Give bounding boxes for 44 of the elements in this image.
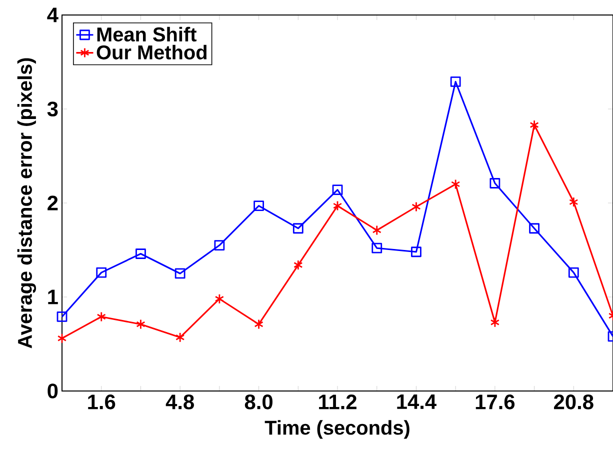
point <box>490 178 500 188</box>
point <box>136 319 146 330</box>
y-tick-label: 4 <box>47 8 58 22</box>
point <box>332 184 343 196</box>
y-tick-label: 3 <box>47 102 58 116</box>
x-axis-title: Time (seconds) <box>264 420 410 439</box>
y-tick-label: 1 <box>48 290 58 304</box>
point <box>372 242 382 254</box>
x-tick-label: 14.4 <box>397 394 436 409</box>
point <box>412 202 421 212</box>
point <box>372 225 382 236</box>
y-tick-label: 0 <box>48 384 58 398</box>
y-axis-title: Average distance error (pixels) <box>17 58 36 348</box>
point <box>254 319 264 330</box>
point <box>292 223 304 234</box>
x-tick-label: 11.2 <box>319 394 356 410</box>
point <box>175 332 185 343</box>
legend-label: Our Method <box>96 44 206 60</box>
point <box>568 267 579 278</box>
point <box>214 240 225 250</box>
point <box>96 267 107 278</box>
legend-label: Mean Shift <box>97 26 196 42</box>
point <box>214 294 224 304</box>
point <box>136 248 146 259</box>
x-tick-label: 1.6 <box>88 394 116 410</box>
x-tick-label: 8.0 <box>244 394 272 410</box>
point <box>332 200 342 212</box>
point <box>294 260 303 270</box>
point <box>57 333 67 344</box>
x-tick-label: 20.8 <box>554 394 594 410</box>
x-tick-label: 17.6 <box>476 394 515 410</box>
point <box>530 120 539 130</box>
point <box>490 317 500 328</box>
y-tick-label: 2 <box>48 196 58 210</box>
point <box>529 223 540 234</box>
point <box>569 196 578 208</box>
point <box>96 312 106 322</box>
point <box>450 178 460 190</box>
x-tick-label: 4.8 <box>166 394 194 410</box>
point <box>174 268 186 279</box>
point <box>56 312 68 322</box>
point <box>254 200 264 212</box>
point <box>450 76 461 87</box>
point <box>411 246 422 258</box>
